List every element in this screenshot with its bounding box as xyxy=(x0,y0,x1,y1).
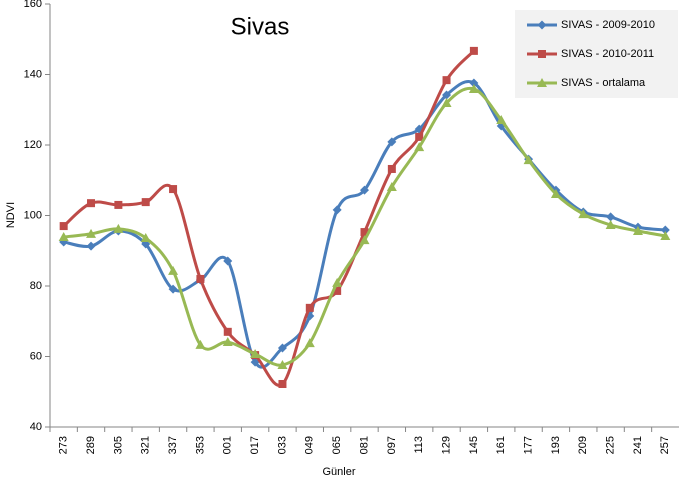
x-tick-label: 065 xyxy=(331,436,343,454)
marker xyxy=(141,198,150,207)
legend-label: SIVAS - 2010-2011 xyxy=(561,48,654,60)
marker xyxy=(195,339,206,349)
x-tick-label: 257 xyxy=(659,436,671,454)
x-tick-label: 145 xyxy=(468,436,480,454)
marker xyxy=(606,212,616,222)
x-tick-label: 193 xyxy=(550,436,562,454)
marker xyxy=(168,265,179,275)
x-tick-label: 097 xyxy=(386,436,398,454)
y-tick-label: 40 xyxy=(30,421,42,433)
x-tick-label: 049 xyxy=(304,436,316,454)
marker xyxy=(140,233,151,243)
marker xyxy=(223,256,233,266)
marker xyxy=(196,274,205,283)
x-tick-label: 353 xyxy=(194,436,206,454)
marker xyxy=(496,114,507,124)
marker xyxy=(632,226,643,236)
marker xyxy=(222,337,233,347)
y-tick-label: 60 xyxy=(30,350,42,362)
marker xyxy=(332,205,342,215)
marker xyxy=(86,241,96,251)
x-tick-label: 225 xyxy=(605,436,617,454)
marker xyxy=(523,155,534,165)
x-tick-label: 241 xyxy=(632,436,644,454)
x-tick-label: 337 xyxy=(167,436,179,454)
x-tick-label: 161 xyxy=(495,436,507,454)
y-tick-label: 140 xyxy=(24,68,42,80)
marker xyxy=(87,199,96,208)
y-tick-label: 100 xyxy=(24,209,42,221)
legend-label: SIVAS - 2009-2010 xyxy=(561,19,655,31)
marker xyxy=(660,230,671,240)
x-tick-label: 273 xyxy=(58,436,70,454)
y-tick-label: 160 xyxy=(24,0,42,10)
marker xyxy=(441,98,452,108)
y-tick-label: 120 xyxy=(24,139,42,151)
legend: SIVAS - 2009-2010 SIVAS - 2010-2011 SIVAS … xyxy=(515,10,678,98)
marker xyxy=(387,164,396,173)
marker xyxy=(578,209,589,219)
marker xyxy=(113,223,124,233)
x-tick-label: 113 xyxy=(413,436,425,454)
x-tick-label: 177 xyxy=(522,436,534,454)
x-tick-label: 001 xyxy=(222,436,234,454)
x-tick-label: 209 xyxy=(577,436,589,454)
marker xyxy=(250,357,260,367)
marker xyxy=(360,185,369,195)
marker xyxy=(605,220,616,230)
marker xyxy=(277,359,288,369)
marker xyxy=(168,284,178,294)
marker xyxy=(114,200,123,209)
series xyxy=(59,46,478,388)
chart-title: Sivas xyxy=(231,13,290,40)
x-tick-label: 033 xyxy=(276,436,288,454)
x-tick-label: 129 xyxy=(440,436,452,454)
y-tick-label: 80 xyxy=(30,280,42,292)
marker xyxy=(86,228,97,238)
marker xyxy=(278,379,287,388)
y-axis-label: NDVI xyxy=(5,202,17,228)
marker xyxy=(59,222,68,231)
x-tick-label: 017 xyxy=(249,436,261,454)
marker xyxy=(469,78,479,88)
x-tick-label: 289 xyxy=(85,436,97,454)
x-axis-label: Günler xyxy=(322,466,355,478)
marker xyxy=(469,46,478,55)
marker xyxy=(468,83,479,93)
marker xyxy=(250,349,261,359)
series xyxy=(59,78,670,369)
x-tick-label: 081 xyxy=(358,436,370,454)
marker xyxy=(415,132,424,141)
marker xyxy=(550,188,561,198)
series-line xyxy=(62,49,475,387)
marker xyxy=(333,286,342,295)
marker xyxy=(223,327,232,336)
legend-label: SIVAS - ortalama xyxy=(561,77,646,89)
marker xyxy=(537,20,547,30)
marker xyxy=(332,277,343,287)
marker xyxy=(537,78,547,87)
x-tick-label: 321 xyxy=(140,436,152,454)
marker xyxy=(386,181,397,191)
marker xyxy=(360,228,369,237)
series xyxy=(58,83,671,369)
marker xyxy=(387,137,397,147)
marker xyxy=(58,232,69,242)
marker xyxy=(304,338,315,348)
marker xyxy=(169,185,178,194)
x-tick-label: 305 xyxy=(112,436,124,454)
marker xyxy=(414,142,425,152)
marker xyxy=(305,303,314,312)
marker xyxy=(442,90,452,100)
marker xyxy=(277,343,287,353)
series-line xyxy=(63,80,666,369)
series-line xyxy=(63,86,666,367)
marker xyxy=(538,50,546,58)
marker xyxy=(359,235,370,245)
marker xyxy=(442,76,451,85)
marker xyxy=(660,225,670,235)
